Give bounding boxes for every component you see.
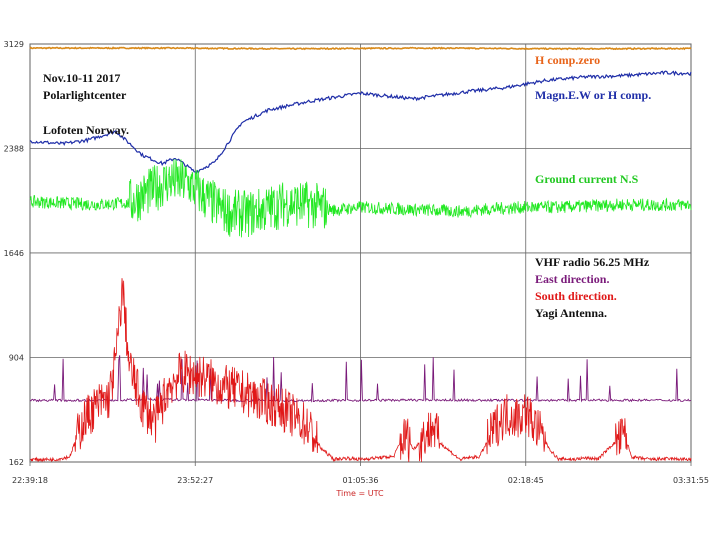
x-tick-label: 03:31:55 [673,476,709,485]
series-line-south-direction [29,278,692,463]
y-tick-label: 1646 [4,249,24,258]
annotation-date: Nov.10-11 2017 [43,71,120,85]
x-tick-label: 01:05:36 [343,476,379,485]
series-line-h-comp-zero [29,46,692,51]
annotation-place2: Lofoten Norway. [43,123,129,137]
x-tick-label: 22:39:18 [12,476,48,485]
legend-magn: Magn.E.W or H comp. [535,88,651,102]
series-line-magn-e-w-or-h-comp [29,70,692,175]
annotation-place1: Polarlightcenter [43,88,127,102]
legend-south: South direction. [535,289,617,303]
legend-east: East direction. [535,272,609,286]
x-axis-label: Time = UTC [335,489,384,498]
gridlines [29,43,692,466]
y-tick-label: 904 [9,353,24,362]
x-axis-ticks: 22:39:18 23:52:27 01:05:36 02:18:45 03:31:55 [12,476,709,485]
legend-vhf: VHF radio 56.25 MHz [535,255,650,269]
y-axis-ticks: 3129 2388 1646 904 162 [4,40,24,467]
x-tick-label: 23:52:27 [177,476,213,485]
series-lines [29,46,692,463]
y-tick-label: 3129 [4,40,24,49]
y-tick-label: 2388 [4,144,24,153]
legend-ground: Ground current N.S [535,172,639,186]
x-tick-label: 02:18:45 [508,476,544,485]
series-line-ground-current-n-s [29,159,692,238]
legend-h-zero: H comp.zero [535,53,600,67]
legend-yagi: Yagi Antenna. [535,306,607,320]
y-tick-label: 162 [9,458,24,467]
